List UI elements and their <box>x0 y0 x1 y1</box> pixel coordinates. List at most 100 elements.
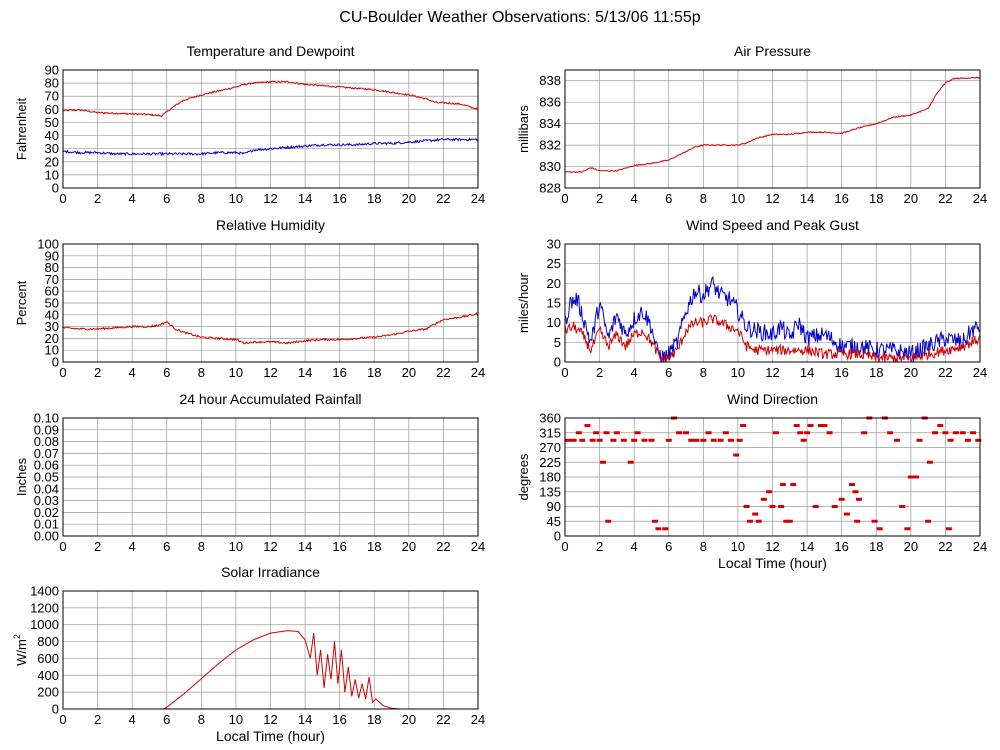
data-point <box>804 431 811 435</box>
data-point <box>817 424 824 428</box>
data-point <box>964 438 971 442</box>
y-axis-label: miles/hour <box>516 272 531 333</box>
x-tick-label: 2 <box>94 712 101 727</box>
data-point <box>790 483 797 487</box>
x-tick-label: 18 <box>367 539 381 554</box>
y-tick-label: 360 <box>539 411 561 426</box>
data-point <box>760 497 767 501</box>
y-tick-label: 90 <box>45 248 59 263</box>
y-tick-label: 50 <box>45 115 59 130</box>
x-tick-label: 22 <box>436 365 450 380</box>
data-point <box>942 431 949 435</box>
data-point <box>605 519 612 523</box>
x-axis-label: Local Time (hour) <box>718 555 827 571</box>
data-point <box>778 505 785 508</box>
x-tick-label: 24 <box>973 539 987 554</box>
x-tick-label: 20 <box>402 712 416 727</box>
series-line-red <box>62 80 479 118</box>
x-tick-label: 20 <box>402 539 416 554</box>
y-tick-label: 70 <box>45 89 59 104</box>
y-tick-label: 828 <box>539 181 561 196</box>
y-tick-label: 315 <box>539 425 561 440</box>
x-tick-label: 14 <box>298 712 312 727</box>
y-tick-label: 0.01 <box>34 517 59 532</box>
y-tick-label: 0.07 <box>34 446 59 461</box>
y-axis-label: millibars <box>516 105 531 153</box>
series-line-red <box>564 314 981 363</box>
data-point <box>610 438 617 442</box>
data-point <box>584 424 591 428</box>
data-point <box>916 438 923 442</box>
x-tick-label: 20 <box>402 365 416 380</box>
y-tick-label: 0.00 <box>34 529 59 544</box>
data-point <box>907 475 914 479</box>
y-tick-label: 0 <box>554 529 561 544</box>
x-tick-label: 14 <box>298 365 312 380</box>
x-tick-label: 4 <box>631 365 638 380</box>
y-tick-label: 30 <box>45 319 59 334</box>
data-point <box>793 424 800 428</box>
x-tick-label: 24 <box>471 191 485 206</box>
y-tick-label: 30 <box>45 141 59 156</box>
data-point <box>876 527 883 531</box>
x-tick-label: 2 <box>596 539 603 554</box>
chart-title: Relative Humidity <box>216 217 325 233</box>
data-point <box>871 519 878 523</box>
x-tick-label: 2 <box>596 191 603 206</box>
y-tick-label: 0.04 <box>34 481 59 496</box>
y-tick-label: 200 <box>37 685 59 700</box>
chart-title: Air Pressure <box>734 43 811 59</box>
chart-title: 24 hour Accumulated Rainfall <box>179 391 361 407</box>
y-tick-label: 834 <box>539 116 561 131</box>
x-tick-label: 10 <box>229 365 243 380</box>
x-tick-label: 16 <box>834 191 848 206</box>
x-tick-label: 4 <box>631 191 638 206</box>
data-point <box>665 438 672 442</box>
y-tick-label: 25 <box>547 256 561 271</box>
y-tick-label: 135 <box>539 484 561 499</box>
data-point <box>887 431 894 435</box>
y-tick-label: 30 <box>547 237 561 252</box>
data-point <box>752 512 759 516</box>
x-tick-label: 24 <box>471 365 485 380</box>
y-tick-label: 0 <box>52 355 59 370</box>
data-point <box>947 438 954 442</box>
data-point <box>800 438 807 442</box>
y-tick-label: 50 <box>45 296 59 311</box>
data-point <box>783 519 790 523</box>
x-tick-label: 22 <box>436 539 450 554</box>
x-tick-label: 6 <box>665 365 672 380</box>
x-tick-label: 14 <box>298 539 312 554</box>
data-point <box>772 431 779 435</box>
plot-frame <box>62 69 479 189</box>
data-point <box>894 438 900 442</box>
page-title: CU-Boulder Weather Observations: 5/13/06… <box>339 9 700 26</box>
x-tick-label: 6 <box>665 539 672 554</box>
y-tick-label: 60 <box>45 102 59 117</box>
y-tick-label: 10 <box>45 343 59 358</box>
y-tick-label: 60 <box>45 284 59 299</box>
x-tick-label: 0 <box>561 191 568 206</box>
y-tick-label: 40 <box>45 307 59 322</box>
x-tick-label: 8 <box>700 365 707 380</box>
x-tick-label: 22 <box>436 712 450 727</box>
x-tick-label: 20 <box>402 191 416 206</box>
data-point <box>743 505 750 508</box>
chart-title: Wind Speed and Peak Gust <box>686 217 859 233</box>
data-point <box>747 519 754 523</box>
x-tick-label: 4 <box>129 365 136 380</box>
x-tick-label: 4 <box>129 712 136 727</box>
x-tick-label: 0 <box>59 191 66 206</box>
data-point <box>975 438 982 442</box>
data-point <box>688 438 695 442</box>
data-point <box>779 483 786 487</box>
data-point <box>570 438 577 442</box>
y-tick-label: 0.08 <box>34 434 59 449</box>
y-tick-label: 70 <box>45 272 59 287</box>
x-tick-label: 16 <box>332 712 346 727</box>
data-point <box>769 505 776 508</box>
x-tick-label: 6 <box>163 712 170 727</box>
y-tick-label: 80 <box>45 260 59 275</box>
y-tick-label: 0.10 <box>34 411 59 426</box>
